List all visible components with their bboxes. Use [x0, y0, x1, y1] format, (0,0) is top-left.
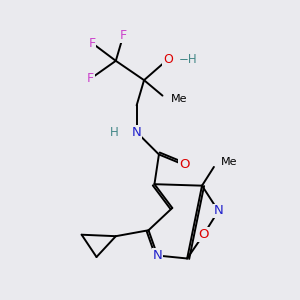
Text: F: F — [120, 29, 127, 42]
Text: N: N — [153, 249, 162, 262]
Text: F: F — [88, 37, 96, 50]
Text: O: O — [163, 53, 173, 66]
Text: Me: Me — [171, 94, 187, 104]
Text: −H: −H — [179, 53, 198, 66]
Text: O: O — [179, 158, 189, 171]
Text: N: N — [132, 126, 142, 139]
Text: N: N — [214, 204, 223, 218]
Text: H: H — [110, 126, 119, 139]
Text: O: O — [198, 228, 209, 241]
Text: F: F — [87, 72, 94, 85]
Text: Me: Me — [221, 157, 238, 167]
